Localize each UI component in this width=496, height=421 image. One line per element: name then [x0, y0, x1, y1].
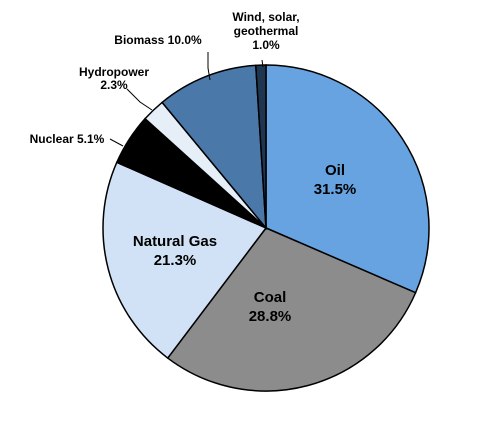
label-biomass: Biomass 10.0% [114, 33, 202, 47]
label-oil: Oil 31.5% [314, 162, 357, 198]
label-hydropower: Hydropower 2.3% [79, 65, 149, 92]
pie-slice-coal [166, 227, 417, 392]
leader-line-wind-solar-geothermal [261, 59, 264, 68]
label-nuclear: Nuclear 5.1% [30, 132, 105, 146]
label-line: Wind, solar, [232, 10, 299, 24]
slice-labels: Oil 31.5% Coal 28.8% Natural Gas 21.3% Nuclear… [30, 10, 357, 325]
label-line: 2.3% [100, 78, 128, 92]
label-line: 31.5% [314, 181, 357, 198]
label-line: 21.3% [154, 252, 197, 269]
label-line: Oil [325, 162, 345, 179]
label-line: Biomass 10.0% [114, 33, 202, 47]
label-line: Coal [254, 289, 287, 306]
pie-slices [102, 64, 430, 392]
label-wind-solar-geothermal: Wind, solar, geothermal 1.0% [232, 10, 299, 52]
label-line: 28.8% [249, 308, 292, 325]
label-line: 1.0% [252, 38, 280, 52]
pie-slice-oil [265, 64, 430, 294]
label-line: Hydropower [79, 65, 149, 79]
label-line: geothermal [234, 24, 299, 38]
pie-slice-biomass [161, 64, 267, 231]
leader-line-biomass [207, 52, 211, 81]
leader-lines [109, 52, 264, 147]
leader-line-nuclear [109, 138, 124, 147]
label-natural-gas: Natural Gas 21.3% [133, 233, 217, 269]
leader-line-hydropower [126, 88, 153, 111]
pie-slice-natural-gas [102, 161, 268, 360]
label-line: Natural Gas [133, 233, 217, 250]
label-coal: Coal 28.8% [249, 289, 292, 325]
pie-slice-wind-solar-geothermal [254, 64, 267, 229]
label-line: Nuclear 5.1% [30, 132, 105, 146]
